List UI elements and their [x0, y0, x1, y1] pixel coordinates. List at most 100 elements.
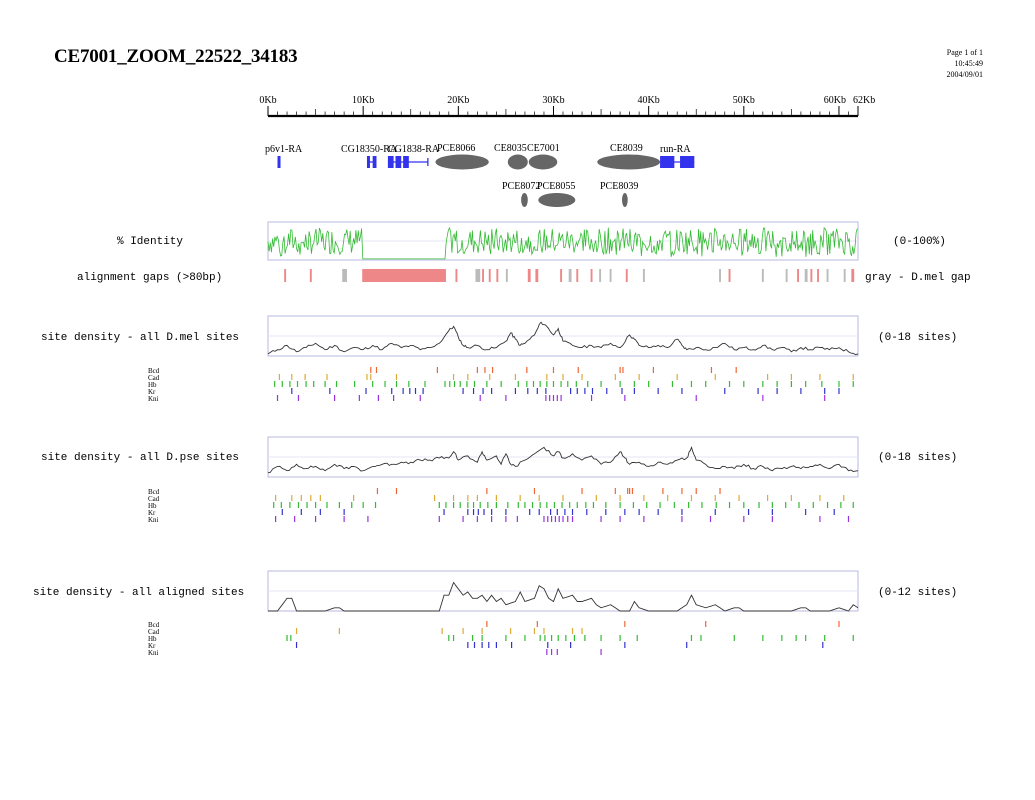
- gene-exon: [372, 156, 377, 168]
- gap-mark: [568, 269, 572, 282]
- print-time: 10:45:49: [954, 59, 983, 68]
- factor-row-kni: Kni: [148, 649, 602, 657]
- factor-label: Bcd: [148, 367, 160, 375]
- gaps-label: alignment gaps (>80bp): [77, 272, 222, 284]
- gap-mark: [284, 269, 287, 282]
- gene-exon: [387, 156, 394, 168]
- gap-mark: [455, 269, 458, 282]
- factor-row-cad: Cad: [148, 495, 845, 503]
- gap-mark: [728, 269, 731, 282]
- element-shape: [528, 154, 558, 170]
- factor-label: Kni: [148, 395, 159, 403]
- gap-mark: [785, 269, 788, 282]
- gene-exon: [403, 156, 409, 168]
- ruler-label: 0Kb: [259, 95, 276, 106]
- element-label: CE8035: [494, 143, 527, 154]
- gap-mark: [826, 269, 829, 282]
- factor-label: Cad: [148, 628, 160, 636]
- site-density-tracks: site density - all D.mel sites (0-18 site…: [33, 315, 957, 657]
- gap-mark: [475, 269, 481, 282]
- gene-exon: [366, 156, 370, 168]
- factor-row-kr: Kr: [148, 642, 824, 650]
- print-date: 2004/09/01: [946, 70, 983, 79]
- ruler-label: 40Kb: [638, 95, 660, 106]
- gap-mark: [851, 269, 855, 282]
- factor-label: Cad: [148, 374, 160, 382]
- element-label: PCE8039: [600, 181, 638, 192]
- element-label: PCE8072: [502, 181, 540, 192]
- factor-row-cad: Cad: [148, 628, 583, 636]
- gap-mark: [535, 269, 539, 282]
- density-line: [267, 321, 859, 356]
- gap-mark: [488, 269, 491, 282]
- gap-mark: [609, 269, 612, 282]
- identity-line: [267, 226, 858, 260]
- gene-exon: [395, 156, 402, 168]
- element-pce8066: PCE8066: [435, 143, 489, 170]
- factor-row-bcd: Bcd: [148, 367, 737, 375]
- element-shape: [597, 154, 661, 170]
- page-number: Page 1 of 1: [946, 48, 983, 57]
- gene-run-ra: run-RA: [660, 144, 695, 168]
- factor-row-kr: Kr: [148, 509, 835, 517]
- element-shape: [622, 193, 628, 207]
- gene-exon: [680, 156, 695, 168]
- element-label: CE7001: [527, 143, 560, 154]
- gap-mark: [560, 269, 563, 282]
- factor-label: Cad: [148, 495, 160, 503]
- factor-row-kr: Kr: [148, 388, 840, 396]
- identity-range-label: (0-100%): [893, 236, 946, 248]
- element-shape: [435, 154, 489, 170]
- identity-label: % Identity: [117, 236, 183, 248]
- factor-label: Bcd: [148, 621, 160, 629]
- density-label: site density - all aligned sites: [33, 587, 244, 599]
- gap-mark: [342, 269, 347, 282]
- identity-track: % Identity (0-100%): [117, 221, 946, 261]
- density-track-2: site density - all D.pse sites (0-18 site…: [41, 436, 957, 524]
- gap-mark: [804, 269, 808, 282]
- ruler-label: 60Kb: [824, 95, 846, 106]
- ruler-label: 50Kb: [733, 95, 755, 106]
- element-ce8039: CE8039: [597, 143, 661, 170]
- gap-mark: [625, 269, 628, 282]
- gene-label: CG1838-RA: [388, 144, 440, 155]
- gene-p6v1-ra: p6v1-RA: [265, 144, 303, 168]
- page-meta: Page 1 of 1 10:45:49 2004/09/01: [947, 47, 983, 80]
- density-range-label: (0-12 sites): [878, 587, 957, 599]
- gap-mark: [309, 269, 312, 282]
- element-shape: [521, 193, 528, 207]
- gap-mark: [761, 269, 764, 282]
- gap-mark: [505, 269, 508, 282]
- density-track-3: site density - all aligned sites (0-12 si…: [33, 570, 957, 657]
- density-label: site density - all D.pse sites: [41, 452, 239, 464]
- factor-label: Kni: [148, 516, 159, 524]
- gene-cg1838-ra: CG1838-RA: [387, 144, 440, 168]
- factor-label: Bcd: [148, 488, 160, 496]
- gap-mark: [590, 269, 593, 282]
- gap-mark: [527, 269, 531, 282]
- gap-mark: [496, 269, 499, 282]
- factor-label: Hb: [148, 635, 157, 643]
- element-ce7001: CE7001: [527, 143, 560, 170]
- element-pce8055: PCE8055: [537, 181, 576, 207]
- factor-label: Hb: [148, 381, 157, 389]
- gap-mark: [810, 269, 813, 282]
- density-label: site density - all D.mel sites: [41, 332, 239, 344]
- factor-label: Hb: [148, 502, 157, 510]
- gene-label: run-RA: [660, 144, 691, 155]
- ruler-label: 10Kb: [352, 95, 374, 106]
- ruler-label: 20Kb: [447, 95, 469, 106]
- factor-label: Kni: [148, 649, 159, 657]
- element-label: CE8039: [610, 143, 643, 154]
- element-pce8072: PCE8072: [502, 181, 540, 207]
- element-label: PCE8055: [537, 181, 575, 192]
- factor-label: Kr: [148, 509, 156, 517]
- gap-mark: [719, 269, 721, 282]
- gene-label: CG18350-RA: [341, 144, 398, 155]
- gap-mark: [642, 269, 645, 282]
- gap-mark: [599, 269, 602, 282]
- kb-ruler: 0Kb 10Kb 20Kb 30Kb 40Kb 50Kb 60Kb 62Kb: [259, 95, 875, 118]
